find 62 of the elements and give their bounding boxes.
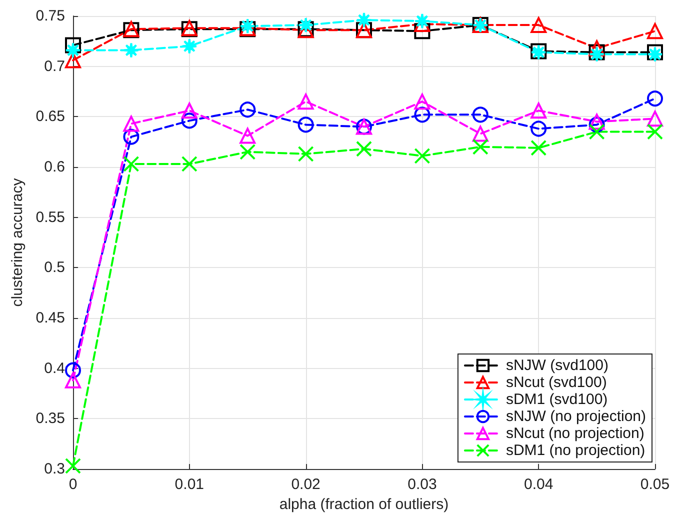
point <box>240 102 256 118</box>
y-tick-label: 0.65 <box>36 108 65 126</box>
point <box>588 114 605 130</box>
legend-label: sNJW (no projection) <box>506 408 646 425</box>
point <box>356 140 372 157</box>
point <box>240 128 256 144</box>
y-tick-label: 0.5 <box>44 259 65 276</box>
legend-label: sNcut (svd100) <box>506 374 607 391</box>
point <box>65 37 81 54</box>
x-tick-label: 0 <box>68 476 78 493</box>
point <box>530 17 547 34</box>
point <box>647 110 663 127</box>
point <box>181 156 198 172</box>
point <box>181 102 198 119</box>
point <box>123 128 140 145</box>
point <box>472 138 488 155</box>
point <box>65 362 81 378</box>
point <box>123 116 140 132</box>
y-tick-label: 0.55 <box>36 208 65 226</box>
point <box>588 116 605 133</box>
x-tick-label: 0.05 <box>640 476 670 493</box>
legend-label: sDM1 (no projection) <box>506 442 646 459</box>
y-tick-label: 0.75 <box>36 8 65 24</box>
point <box>65 458 81 474</box>
legend-label: sNJW (svd100) <box>506 357 608 374</box>
point <box>65 52 81 68</box>
y-tick-label: 0.6 <box>44 158 65 176</box>
y-tick-label: 0.3 <box>44 460 65 478</box>
legend-label: sDM1 (svd100) <box>506 391 608 408</box>
point <box>472 126 488 142</box>
x-tick-label: 0.03 <box>408 476 437 493</box>
point <box>647 23 663 40</box>
point <box>647 90 663 107</box>
y-axis-title: clustering accuracy <box>8 178 26 307</box>
point <box>414 106 430 123</box>
x-axis-title: alpha (fraction of outliers) <box>279 496 449 513</box>
point <box>181 112 198 129</box>
x-tick-label: 0.04 <box>524 476 554 493</box>
y-tick-label: 0.35 <box>36 410 65 428</box>
point <box>414 94 430 110</box>
point <box>530 120 547 137</box>
point <box>298 146 314 162</box>
y-tick-label: 0.4 <box>44 360 65 377</box>
y-tick-label: 0.7 <box>44 58 65 75</box>
point <box>298 94 314 110</box>
point <box>414 23 430 40</box>
point <box>588 40 605 56</box>
point <box>123 156 140 172</box>
point <box>123 42 140 58</box>
point <box>414 148 430 164</box>
x-tick-label: 0.01 <box>174 476 204 493</box>
point <box>472 106 488 123</box>
legend-label: sNcut (no projection) <box>506 425 644 442</box>
x-tick-label: 0.02 <box>291 476 320 493</box>
point <box>647 124 663 140</box>
point <box>240 144 256 160</box>
point <box>530 102 547 119</box>
point <box>298 116 314 133</box>
y-tick-label: 0.45 <box>36 310 65 326</box>
point <box>530 140 547 156</box>
point <box>65 372 81 388</box>
point <box>588 124 605 140</box>
